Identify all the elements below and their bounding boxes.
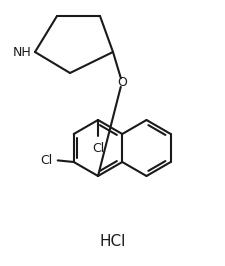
Text: Cl: Cl	[92, 142, 104, 155]
Text: HCl: HCl	[100, 235, 126, 250]
Text: O: O	[117, 76, 127, 89]
Text: NH: NH	[12, 45, 31, 59]
Text: Cl: Cl	[40, 153, 53, 167]
